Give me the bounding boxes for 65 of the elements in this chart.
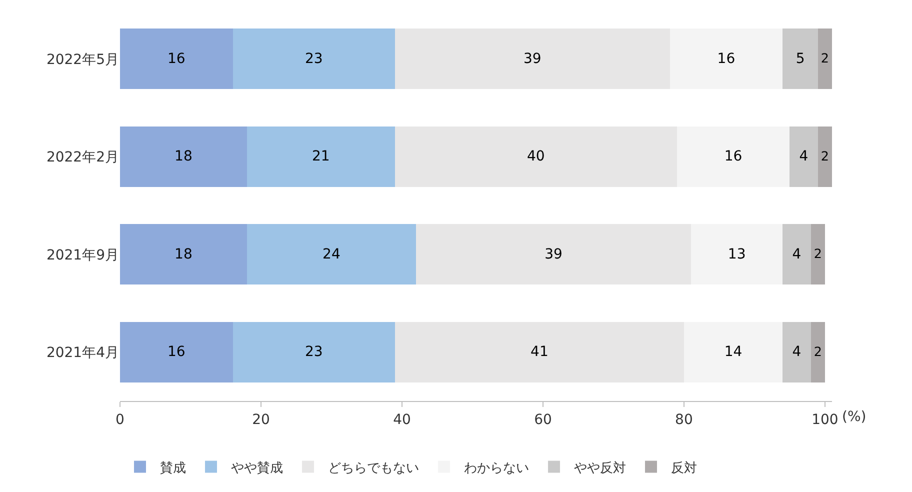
data-label: 39 <box>523 50 542 67</box>
bar <box>810 322 825 382</box>
data-label: 2 <box>814 344 822 359</box>
bar <box>818 126 832 187</box>
legend-label: やや反対 <box>574 460 626 476</box>
data-label: 18 <box>174 148 192 165</box>
legend-label: どちらでもない <box>328 460 419 476</box>
bar <box>120 126 247 187</box>
data-label: 5 <box>796 50 805 67</box>
bar <box>246 126 395 187</box>
bar <box>691 224 783 285</box>
bar <box>676 126 790 187</box>
bar <box>790 126 818 187</box>
data-label: 14 <box>724 344 742 360</box>
data-label: 16 <box>167 50 186 67</box>
data-label: 18 <box>174 246 192 262</box>
legend-label: 反対 <box>671 460 697 476</box>
bar <box>670 28 783 90</box>
bar <box>394 322 684 382</box>
data-label: 21 <box>312 148 330 165</box>
x-axis-title: (%) <box>842 409 866 425</box>
data-label: 16 <box>724 148 742 165</box>
bar <box>416 224 692 285</box>
bar <box>120 224 247 285</box>
bar <box>232 322 395 382</box>
y-tick-label: 2022年5月 <box>46 52 119 68</box>
data-label: 4 <box>792 344 802 360</box>
bar <box>782 322 811 382</box>
data-label: 40 <box>527 148 545 165</box>
bar <box>120 28 233 90</box>
x-tick-label: 60 <box>534 412 552 428</box>
bar <box>394 126 677 187</box>
x-tick-label: 80 <box>675 412 693 428</box>
bar <box>246 224 416 285</box>
data-label: 41 <box>530 344 548 360</box>
legend-label: わからない <box>464 460 529 476</box>
data-label: 2 <box>820 148 829 164</box>
bar <box>782 224 811 285</box>
bar <box>782 28 818 90</box>
bar <box>232 28 395 90</box>
x-tick-label: 100 <box>812 412 838 428</box>
x-tick-label: 0 <box>116 412 124 428</box>
data-label: 16 <box>167 344 186 360</box>
data-label: 16 <box>717 50 736 67</box>
data-label: 23 <box>304 50 323 67</box>
bar <box>394 28 670 90</box>
data-label: 2 <box>814 246 822 262</box>
data-label: 4 <box>799 148 808 165</box>
y-tick-label: 2021年4月 <box>46 345 119 362</box>
bar <box>684 322 783 382</box>
bar <box>818 28 832 90</box>
y-tick-label: 2022年2月 <box>46 150 119 166</box>
x-tick-label: 40 <box>393 412 411 428</box>
data-label: 24 <box>322 246 340 262</box>
data-label: 39 <box>544 246 562 262</box>
y-tick-label: 2021年9月 <box>46 247 119 264</box>
bar <box>810 224 825 285</box>
legend-label: やや賛成 <box>231 460 283 476</box>
data-label: 23 <box>304 344 323 360</box>
data-label: 2 <box>820 50 829 66</box>
data-label: 13 <box>728 246 746 262</box>
x-tick-label: 20 <box>252 412 270 428</box>
bar <box>120 322 233 382</box>
legend-label: 賛成 <box>160 460 186 476</box>
data-label: 4 <box>792 246 802 262</box>
